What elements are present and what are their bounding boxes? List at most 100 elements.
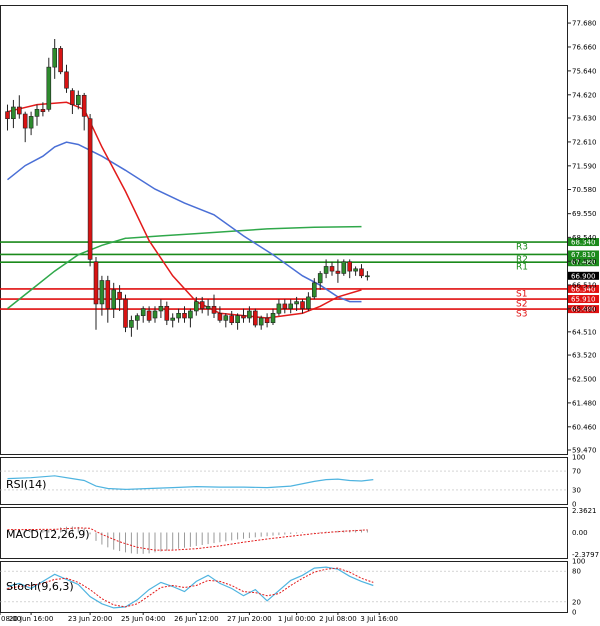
time-tick-label: 08:00	[1, 615, 21, 623]
candle-body	[176, 313, 181, 319]
price-tick-label: 76.660	[572, 43, 597, 51]
level-label-r1: R1	[516, 263, 528, 273]
macd-label: MACD(12,26,9)	[6, 528, 90, 541]
level-value-r1: 67.480	[571, 259, 596, 267]
level-value-s3: 65.480	[571, 306, 596, 314]
candle	[359, 264, 364, 279]
candle-body	[22, 113, 28, 129]
level-label-r3: R3	[516, 243, 528, 253]
candle	[347, 259, 353, 279]
stoch-label: Stoch(9,6,3)	[6, 580, 74, 593]
candle	[188, 308, 193, 328]
price-tick-label: 72.610	[572, 138, 597, 146]
candle-body	[70, 90, 75, 105]
candle	[64, 64, 69, 93]
candle-body	[11, 106, 16, 120]
candle	[199, 296, 205, 314]
level-label-s1: S1	[516, 289, 527, 299]
candle	[353, 266, 358, 276]
candle	[229, 310, 234, 326]
price-tick-label: 67.520	[572, 258, 597, 266]
candle-body	[270, 313, 276, 323]
ma-blue-line	[7, 141, 362, 303]
time-tick-label: 1 Jul 00:00	[278, 615, 316, 623]
stoch-tick-label: 100	[572, 558, 585, 566]
candle	[217, 306, 223, 323]
candle	[5, 104, 10, 131]
candle	[129, 315, 134, 337]
current-price-value: 66.900	[571, 272, 596, 280]
time-tick-label: 26 Jun 12:00	[174, 615, 218, 623]
macd-tick-label: 0.00	[572, 529, 588, 537]
candle-body	[76, 94, 81, 105]
candle	[329, 261, 335, 276]
candle-body	[365, 275, 370, 278]
candle	[28, 111, 34, 136]
candle	[270, 308, 276, 326]
time-tick-label: 20 Jun 16:00	[9, 615, 53, 623]
candle-body	[34, 109, 40, 117]
price-tick-label: 59.470	[572, 447, 597, 455]
candle-body	[129, 320, 134, 328]
candle-body	[194, 301, 199, 312]
time-tick-label: 23 Jun 20:00	[68, 615, 112, 623]
candle	[70, 88, 75, 115]
level-label-r2: R2	[516, 255, 528, 265]
price-tick-label: 62.500	[572, 375, 597, 383]
candle-body	[28, 116, 34, 129]
candle	[52, 38, 58, 79]
candle-body	[170, 317, 175, 321]
candle	[211, 294, 217, 319]
candle	[164, 301, 170, 326]
candle	[300, 299, 305, 314]
candle-body	[87, 118, 93, 260]
candle-body	[64, 71, 69, 89]
candle	[135, 313, 140, 330]
macd-panel-frame	[0, 507, 568, 559]
price-tick-label: 75.640	[572, 67, 597, 75]
candle-body	[146, 310, 152, 321]
candle-body	[105, 280, 111, 309]
candle-body	[182, 313, 187, 319]
candle	[241, 308, 246, 323]
candle	[117, 285, 122, 311]
candle	[294, 296, 299, 311]
rsi-line	[7, 475, 374, 491]
candle-body	[282, 303, 288, 309]
candle	[288, 299, 294, 314]
candle-body	[81, 94, 87, 117]
candle	[223, 313, 229, 328]
candle	[306, 292, 311, 311]
rsi-panel-frame	[0, 457, 568, 505]
macd-signal-line	[7, 527, 368, 551]
price-tick-label: 65.490	[572, 305, 597, 313]
candle-body	[258, 317, 264, 326]
candle-body	[300, 301, 305, 309]
candle-body	[111, 289, 116, 309]
level-value-r3: 68.340	[571, 239, 596, 247]
candle-body	[288, 303, 294, 309]
candle-body	[323, 266, 329, 274]
price-tick-label: 66.510	[572, 281, 597, 289]
candle	[247, 306, 252, 323]
stoch-tick-label: 80	[572, 568, 581, 576]
candle	[81, 92, 87, 131]
rsi-tick-label: 30	[572, 486, 581, 494]
candle-body	[247, 310, 252, 319]
time-tick-label: 27 Jun 20:00	[227, 615, 271, 623]
candle-body	[276, 303, 282, 314]
stoch-tick-label: 0	[572, 609, 576, 617]
candle	[176, 308, 181, 323]
candle	[76, 90, 81, 110]
candle	[152, 306, 158, 323]
candle	[58, 46, 63, 75]
candle	[111, 282, 116, 319]
candle-body	[164, 305, 170, 321]
candle	[99, 275, 105, 316]
candle	[264, 313, 270, 328]
candle	[123, 294, 128, 333]
time-tick-label: 2 Jul 08:00	[319, 615, 357, 623]
candle	[323, 259, 329, 279]
candle-body	[335, 270, 341, 274]
